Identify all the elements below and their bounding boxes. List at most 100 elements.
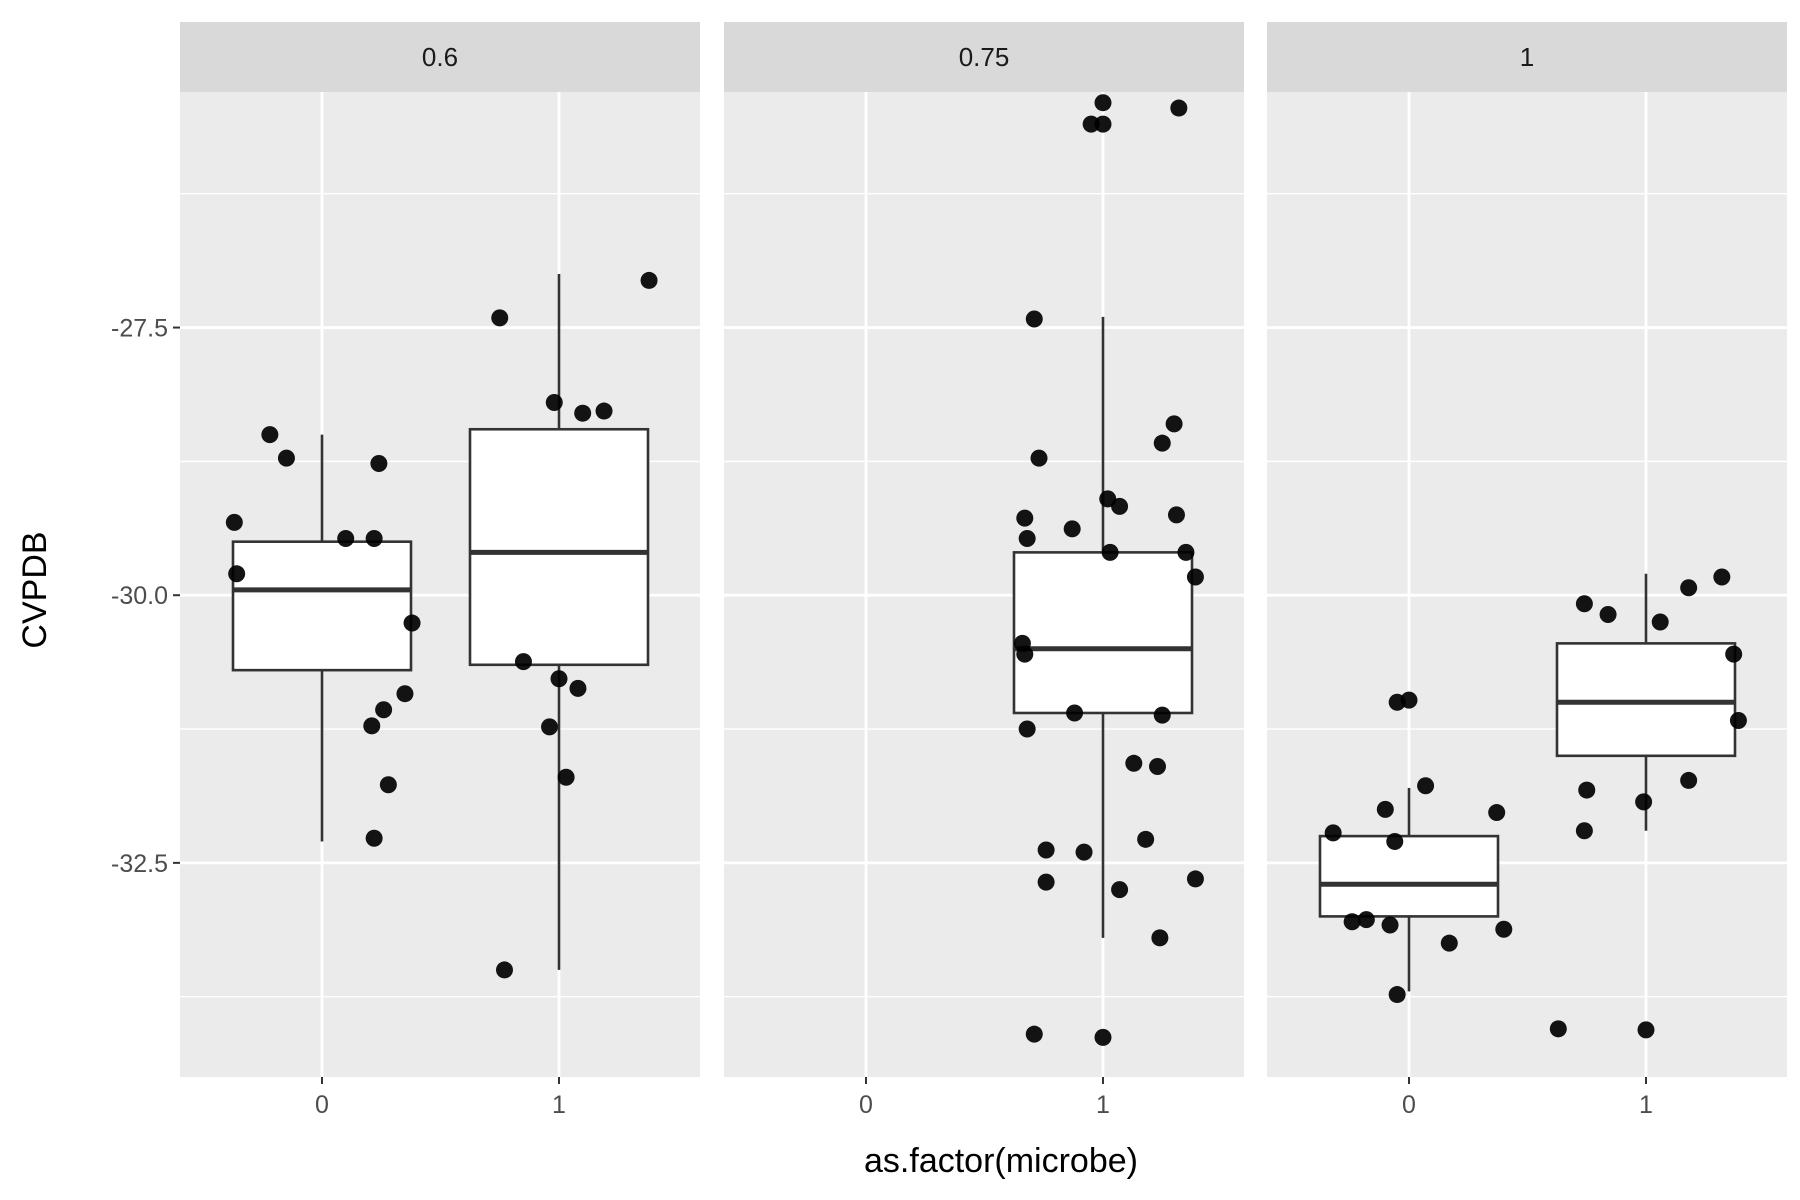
x-tick-label: 1: [1096, 1091, 1110, 1119]
facet-panels: 0.6 0 1 0.75 0 1 1 0 1: [180, 22, 1787, 1119]
data-point: [363, 717, 381, 735]
data-point: [1386, 832, 1404, 850]
data-point: [1381, 916, 1399, 934]
data-point: [1037, 873, 1055, 891]
data-point: [1094, 115, 1112, 133]
panel-background: [1267, 92, 1787, 1077]
data-point: [1101, 543, 1119, 561]
facet-panel: 0.6 0 1: [180, 22, 700, 1119]
data-point: [375, 701, 393, 719]
data-point: [1186, 870, 1204, 888]
facet-strip-label: 0.75: [959, 42, 1010, 72]
data-point: [225, 513, 243, 531]
y-axis-title: CVPDB: [16, 531, 54, 648]
data-point: [574, 404, 592, 422]
data-point: [370, 455, 388, 473]
x-tick-label: 0: [1402, 1091, 1416, 1119]
y-axis: -32.5 -30.0 -27.5: [111, 315, 180, 878]
interquartile-box: [1318, 834, 1500, 918]
boxplot-box: [1012, 316, 1194, 938]
facet-strip: [180, 22, 700, 92]
data-point: [1635, 793, 1653, 811]
data-point: [379, 776, 397, 794]
data-point: [495, 961, 513, 979]
data-point: [365, 829, 383, 847]
interquartile-box: [1555, 642, 1737, 758]
data-point: [1400, 691, 1418, 709]
data-point: [1016, 509, 1034, 527]
data-point: [1549, 1020, 1567, 1038]
data-point: [1324, 824, 1342, 842]
data-point: [1111, 497, 1129, 515]
data-point: [1167, 506, 1185, 524]
data-point: [1125, 754, 1143, 772]
data-point: [557, 768, 575, 786]
data-point: [1153, 706, 1171, 724]
facet-strip-label: 1: [1520, 42, 1534, 72]
data-point: [1082, 115, 1100, 133]
interquartile-box: [1012, 551, 1194, 715]
boxplot-box: [468, 274, 650, 970]
data-point: [1094, 94, 1112, 112]
x-tick-label: 0: [315, 1091, 329, 1119]
data-point: [1440, 934, 1458, 952]
data-point: [1025, 310, 1043, 328]
interquartile-box: [231, 540, 413, 672]
data-point: [1066, 704, 1084, 722]
data-point: [491, 309, 509, 327]
data-point: [1018, 720, 1036, 738]
data-point: [1137, 830, 1155, 848]
boxplot-box: [231, 434, 413, 842]
data-point: [1575, 822, 1593, 840]
data-point: [1495, 920, 1513, 938]
data-point: [277, 449, 295, 467]
data-point: [1388, 986, 1406, 1004]
facet-strip: [1267, 22, 1787, 92]
facet-strip-label: 0.6: [422, 42, 458, 72]
data-point: [550, 670, 568, 688]
data-point: [1177, 543, 1195, 561]
y-tick-label: -32.5: [111, 850, 168, 878]
data-point: [1599, 605, 1617, 623]
data-point: [1680, 771, 1698, 789]
data-point: [1075, 843, 1093, 861]
data-point: [541, 718, 559, 736]
boxplot-box: [1318, 787, 1500, 992]
data-point: [595, 402, 613, 420]
data-point: [1488, 804, 1506, 822]
data-point: [1637, 1021, 1655, 1039]
data-point: [396, 685, 414, 703]
x-tick-label: 0: [859, 1091, 873, 1119]
data-point: [1680, 579, 1698, 597]
data-point: [1018, 529, 1036, 547]
facet-panel: 0.75 0 1: [724, 22, 1244, 1119]
data-point: [365, 529, 383, 547]
y-tick-label: -27.5: [111, 315, 168, 343]
data-point: [1016, 645, 1034, 663]
data-point: [403, 614, 421, 632]
data-point: [1578, 781, 1596, 799]
data-point: [1357, 911, 1375, 929]
data-point: [1030, 449, 1048, 467]
data-point: [1343, 913, 1361, 931]
facet-panel: 1 0 1: [1267, 22, 1787, 1119]
data-point: [1170, 99, 1188, 117]
data-point: [228, 565, 246, 583]
data-point: [1417, 777, 1435, 795]
data-point: [1651, 613, 1669, 631]
interquartile-box: [468, 427, 650, 667]
x-axis-title: as.factor(microbe): [864, 1142, 1138, 1180]
data-point: [1037, 841, 1055, 859]
data-point: [1713, 568, 1731, 586]
data-point: [1575, 595, 1593, 613]
boxplot-box: [1555, 573, 1737, 831]
data-point: [1153, 434, 1171, 452]
data-point: [1165, 415, 1183, 433]
x-tick-label: 1: [552, 1091, 566, 1119]
data-point: [1025, 1025, 1043, 1043]
data-point: [1376, 800, 1394, 818]
data-point: [1186, 568, 1204, 586]
data-point: [514, 653, 532, 671]
data-point: [261, 426, 279, 444]
